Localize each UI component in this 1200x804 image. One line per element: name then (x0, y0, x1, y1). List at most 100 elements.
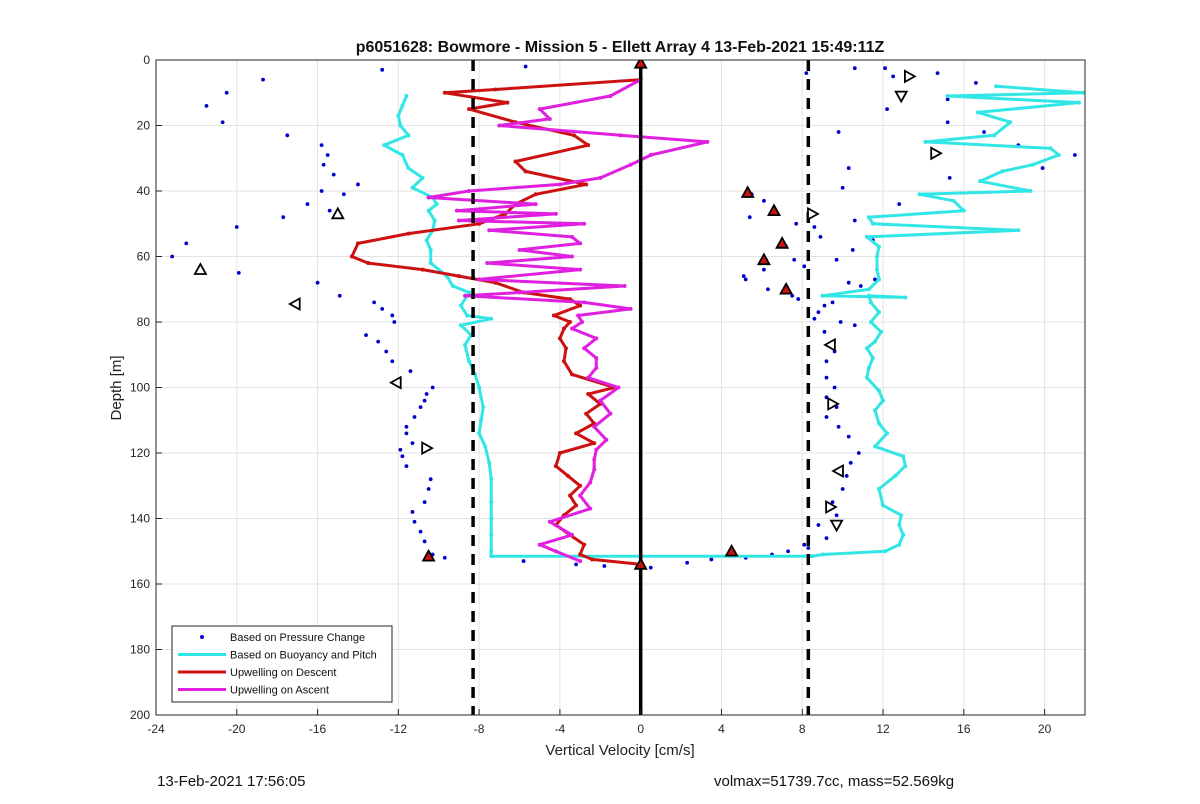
ascent-upwelling-point (592, 467, 597, 472)
pressure-change-point (184, 241, 189, 246)
footer-volmax-mass: volmax=51739.7cc, mass=52.569kg (714, 773, 955, 790)
buoyancy-pitch-point (426, 208, 431, 213)
descent-upwelling-point (505, 100, 510, 105)
legend-entry-label: Based on Pressure Change (230, 632, 365, 644)
plot-content (170, 60, 1085, 715)
legend-entry-label: Based on Buoyancy and Pitch (230, 650, 377, 662)
buoyancy-pitch-point (866, 365, 871, 370)
buoyancy-pitch-point (820, 552, 825, 557)
descent-upwelling-point (568, 493, 573, 498)
plot-area (170, 60, 1085, 715)
pressure-change-point (885, 107, 889, 112)
ascent-upwelling-point (598, 398, 603, 403)
descent-upwelling-point (584, 182, 589, 187)
y-tick-label: 60 (137, 250, 151, 264)
filled-triangle-marker (756, 252, 771, 266)
buoyancy-pitch-point (866, 287, 871, 292)
buoyancy-pitch-point (872, 408, 877, 413)
pressure-change-point (204, 103, 209, 108)
ascent-upwelling-point (594, 356, 599, 361)
pressure-change-point (220, 120, 225, 125)
pressure-change-point (234, 225, 239, 229)
pressure-change-point (442, 555, 447, 560)
open-triangle-marker (894, 90, 909, 104)
buoyancy-pitch-point (897, 542, 902, 547)
buoyancy-pitch-point (903, 464, 908, 469)
pressure-change-point (408, 369, 413, 374)
buoyancy-pitch-point (975, 110, 980, 115)
pressure-change-point (812, 225, 817, 229)
legend-swatch-pressure (200, 635, 204, 639)
pressure-change-point (236, 270, 241, 275)
buoyancy-pitch-point (901, 454, 906, 459)
pressure-change-point (766, 287, 770, 292)
ascent-upwelling-point (570, 532, 575, 537)
descent-upwelling-point (574, 431, 579, 436)
ascent-upwelling-point (485, 261, 490, 266)
buoyancy-pitch-point (1000, 169, 1005, 174)
ascent-upwelling-point (588, 480, 593, 485)
pressure-change-point (761, 198, 766, 203)
ascent-upwelling-point (547, 519, 552, 524)
buoyancy-pitch-point (398, 123, 403, 128)
buoyancy-pitch-point (877, 244, 882, 249)
pressure-change-point (422, 539, 427, 544)
filled-triangle-marker (421, 548, 436, 562)
ascent-upwelling-point (557, 182, 562, 187)
ascent-upwelling-point (553, 549, 558, 554)
buoyancy-pitch-point (872, 444, 877, 449)
descent-upwelling-point (557, 336, 562, 341)
ascent-upwelling-point (533, 202, 538, 207)
filled-triangle-marker (633, 60, 648, 69)
pressure-change-point (832, 385, 837, 390)
pressure-change-point (794, 221, 799, 226)
descent-upwelling-point (557, 451, 562, 455)
descent-upwelling-point (551, 313, 556, 318)
pressure-change-point (426, 487, 431, 491)
pressure-change-point (325, 153, 330, 157)
y-tick-label: 80 (137, 315, 151, 329)
descent-upwelling-point (467, 107, 472, 112)
pressure-change-point (846, 434, 851, 439)
descent-upwelling-point (568, 320, 573, 324)
ascent-upwelling-point (628, 162, 633, 167)
descent-upwelling-point (493, 280, 498, 285)
buoyancy-pitch-point (899, 513, 904, 518)
buoyancy-pitch-point (874, 267, 879, 272)
pressure-change-point (786, 549, 791, 554)
x-tick-label: 4 (718, 722, 725, 736)
pressure-change-point (891, 74, 896, 79)
buoyancy-pitch-point (428, 247, 433, 252)
ascent-upwelling-point (592, 457, 597, 462)
buoyancy-pitch-point (866, 293, 871, 298)
buoyancy-pitch-point (434, 202, 439, 207)
ascent-upwelling-point (598, 175, 603, 180)
descent-upwelling-point (561, 359, 566, 364)
pressure-change-point (261, 77, 265, 82)
filled-triangle-marker (779, 281, 794, 295)
buoyancy-pitch-point (489, 554, 494, 559)
pressure-change-point (945, 97, 950, 102)
descent-upwelling-point (456, 274, 461, 279)
buoyancy-pitch-point (872, 339, 877, 344)
pressure-change-point (390, 359, 395, 364)
buoyancy-pitch-point (864, 375, 869, 380)
descent-upwelling-point (563, 346, 568, 351)
pressure-change-point (281, 215, 286, 220)
x-tick-label: 0 (637, 722, 644, 736)
pressure-change-point (804, 71, 809, 75)
ascent-upwelling-point (578, 493, 583, 498)
pressure-change-point (852, 66, 857, 71)
descent-upwelling-point (590, 557, 595, 562)
buoyancy-pitch-point (467, 359, 472, 364)
buoyancy-pitch-point (467, 290, 472, 295)
buoyancy-pitch-point (864, 234, 869, 239)
pressure-change-point (816, 310, 821, 315)
buoyancy-pitch-point (901, 532, 906, 537)
descent-upwelling-point (523, 169, 528, 174)
buoyancy-pitch-point (479, 418, 484, 423)
pressure-change-point (574, 562, 578, 567)
pressure-change-point (428, 477, 433, 482)
buoyancy-pitch-point (483, 444, 488, 449)
footer-timestamp: 13-Feb-2021 17:56:05 (157, 773, 306, 790)
